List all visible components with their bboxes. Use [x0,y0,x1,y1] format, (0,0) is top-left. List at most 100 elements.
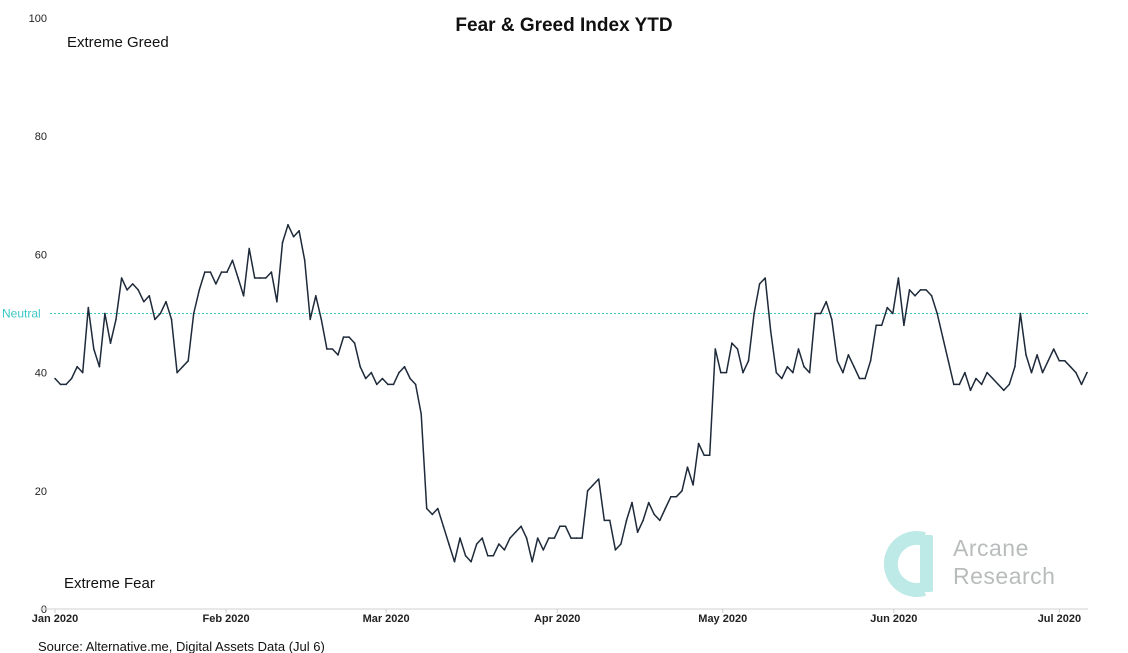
data-point [670,495,672,498]
data-point [165,300,167,303]
data-point [353,342,356,344]
data-point [276,300,278,303]
data-point [592,484,594,486]
data-point [492,555,495,557]
series-line-fear-greed [54,224,1088,563]
data-point [536,537,539,539]
data-point [87,306,90,309]
data-point [159,312,162,315]
data-point [531,560,533,563]
data-point [126,289,128,291]
arcane-research-watermark: Arcane Research [883,531,1055,597]
data-point [703,454,705,457]
data-point [997,383,999,386]
data-point [858,377,861,380]
data-point [420,413,423,415]
data-point [104,312,106,315]
data-point [969,389,972,392]
data-point [1069,365,1072,368]
data-point [647,501,650,504]
data-point [653,513,655,516]
data-point [1025,354,1027,356]
data-point [414,383,417,386]
data-point [731,342,733,344]
data-point [620,543,622,545]
data-point [437,507,439,510]
data-point [298,230,300,232]
data-point [953,383,955,386]
data-point [625,519,628,522]
data-point [936,312,938,315]
data-point [209,271,212,273]
data-point [597,478,600,480]
data-point [753,312,755,315]
data-point [836,360,839,362]
data-point [1036,354,1038,356]
data-point [986,371,988,374]
data-point [1047,360,1049,362]
data-point [481,537,484,539]
data-point [980,383,983,386]
x-tick-label: Apr 2020 [534,613,580,625]
data-point [387,383,389,386]
data-point [425,507,428,510]
x-tick-label: May 2020 [698,613,747,625]
neutral-label: Neutral [2,307,41,321]
data-point [1030,371,1033,374]
data-point [681,490,683,492]
data-point [570,537,572,539]
data-point [204,271,206,273]
data-point [775,371,778,374]
data-point [586,490,589,492]
watermark-arcane: Arcane [953,535,1029,561]
data-point [303,259,306,262]
data-point [897,277,900,279]
data-point [242,295,245,297]
data-point [259,277,262,279]
data-point [814,312,816,315]
data-point [442,525,445,528]
data-point [187,360,189,362]
source-note: Source: Alternative.me, Digital Assets D… [38,639,325,653]
data-point [825,300,827,303]
extreme-greed-label: Extreme Greed [67,34,169,51]
data-point [736,348,739,350]
data-point [659,519,661,522]
arcane-logo-icon [883,531,933,597]
data-point [98,365,101,368]
data-point [769,330,772,333]
data-point [964,371,966,374]
data-point [1080,383,1083,386]
data-point [320,318,323,321]
data-point [498,543,500,545]
data-point [143,300,145,303]
data-point [370,371,373,374]
data-point [109,342,112,344]
data-point [764,277,766,279]
x-tick-label: Feb 2020 [203,613,250,625]
data-point [237,277,239,279]
data-point [525,537,528,539]
x-tick-label: Jan 2020 [32,613,78,625]
data-point [448,543,450,545]
data-point [398,371,400,374]
data-point [115,318,117,321]
data-point [930,295,933,297]
data-point [253,277,256,279]
data-point [93,348,95,350]
data-point [603,519,606,522]
data-point [1086,371,1088,374]
data-point [958,383,961,386]
data-point [720,371,722,374]
data-point [542,549,545,551]
y-tick-label: 100 [29,13,47,25]
data-point [192,312,195,315]
data-point [359,365,362,368]
data-point [226,271,228,273]
data-point [914,295,916,297]
data-point [65,383,67,386]
data-point [947,360,950,362]
series-points [54,224,1088,563]
data-point [331,348,334,350]
data-point [59,383,62,386]
